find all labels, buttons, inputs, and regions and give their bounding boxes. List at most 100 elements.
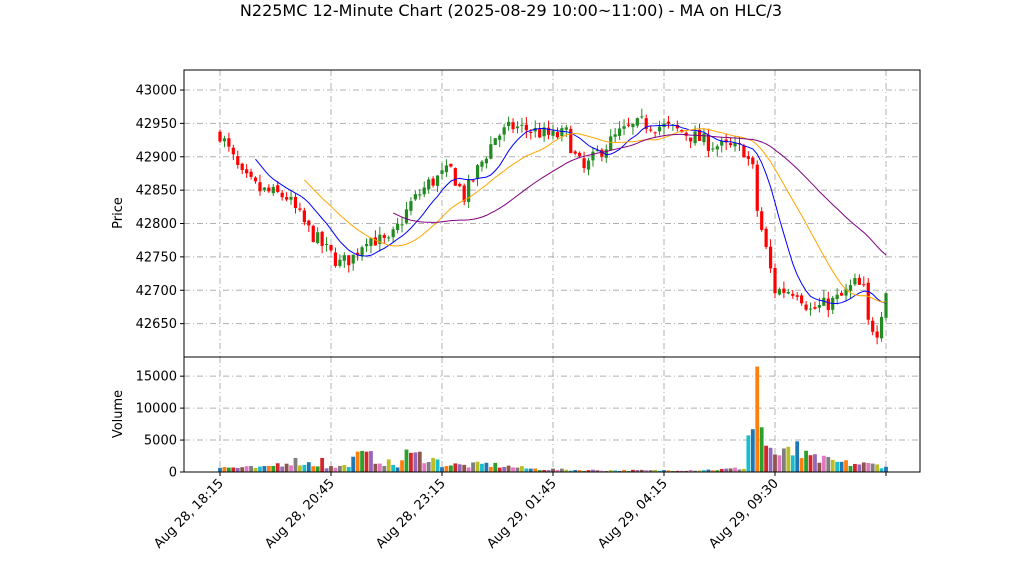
candle-body: [387, 237, 391, 239]
volume-bar: [355, 451, 360, 472]
volume-axes-frame: [183, 356, 921, 473]
candle-body: [413, 194, 417, 200]
volume-bar: [662, 470, 666, 472]
candle-body: [475, 165, 480, 179]
volume-bar: [422, 463, 427, 472]
volume-bar: [790, 455, 795, 472]
candle-body: [884, 293, 888, 318]
volume-bar: [724, 468, 729, 472]
candle-body: [338, 259, 342, 266]
volume-bar: [404, 449, 409, 472]
volume-bar: [546, 470, 551, 472]
volume-bar: [759, 427, 764, 472]
candle-body: [276, 185, 280, 192]
volume-bar: [329, 466, 333, 472]
candle-body: [760, 211, 764, 230]
volume-bar: [808, 455, 813, 472]
volume-bar: [830, 459, 835, 472]
candle-body: [848, 285, 853, 291]
candle-body: [817, 304, 821, 308]
volume-bar: [440, 467, 444, 472]
price-tick-label: 43000: [136, 84, 177, 99]
candle-body: [640, 116, 644, 118]
volume-bar: [284, 463, 289, 472]
volume-bar: [280, 466, 285, 472]
volume-bar: [742, 468, 746, 472]
candle-body: [835, 294, 839, 300]
volume-bar: [861, 462, 866, 472]
candle-body: [511, 122, 515, 130]
volume-bar: [457, 464, 462, 472]
candle-body: [351, 254, 355, 264]
volume-bar: [750, 429, 755, 472]
candle-body: [582, 158, 586, 169]
candle-body: [422, 187, 426, 195]
volume-bar: [306, 462, 311, 472]
candle-body: [227, 138, 231, 147]
candle-body: [253, 177, 258, 182]
candle-body: [693, 131, 697, 144]
volume-bar: [537, 470, 542, 472]
volume-bar: [764, 445, 769, 472]
chart-title: N225MC 12-Minute Chart (2025-08-29 10:00…: [240, 1, 782, 20]
candle-body: [822, 297, 826, 306]
candle-body: [657, 126, 662, 132]
price-panel: 42650 42700 42750 42800 42850 42900 42950 43000: [136, 69, 921, 358]
candle-body: [458, 183, 462, 187]
volume-bar: [702, 470, 706, 472]
volume-bar: [377, 463, 382, 472]
volume-bar: [369, 451, 373, 472]
candle-body: [280, 192, 284, 198]
volume-bar: [480, 463, 484, 472]
candle-body: [751, 157, 755, 165]
volume-bar: [417, 451, 422, 472]
volume-bar: [573, 470, 578, 472]
volume-bar: [591, 469, 595, 472]
candle-body: [764, 228, 768, 247]
volume-bar: [444, 466, 449, 472]
candle-body: [462, 185, 466, 202]
volume-bar: [595, 470, 600, 472]
candle-body: [613, 134, 617, 137]
candle-body: [364, 244, 369, 247]
volume-bar: [346, 467, 351, 472]
volume-bar: [773, 454, 777, 472]
candle-body: [311, 225, 315, 242]
volume-bar: [768, 447, 773, 472]
volume-tick-label: 10000: [136, 402, 177, 417]
volume-bar: [431, 457, 436, 472]
volume-bar: [271, 465, 276, 472]
volume-bar: [488, 466, 493, 472]
volume-bar: [804, 450, 808, 472]
volume-panel: 0 5000 10000 15000 Aug 28, 18:15 Aug 28, 20:4…: [136, 356, 921, 552]
volume-bar: [666, 470, 671, 472]
volume-bar: [462, 464, 467, 472]
volume-bar: [448, 465, 453, 472]
candle-body: [329, 244, 333, 251]
price-axes-frame: [183, 69, 921, 358]
volume-bar: [337, 465, 342, 472]
candle-body: [768, 246, 773, 269]
candle-body: [675, 124, 679, 129]
price-tick-label: 42850: [136, 184, 177, 199]
candle-body: [231, 147, 235, 155]
candle-body: [618, 128, 622, 136]
candle-body: [804, 304, 808, 310]
candle-body: [595, 150, 599, 152]
candle-body: [418, 194, 422, 196]
candle-body: [285, 197, 289, 200]
volume-bar: [351, 456, 356, 472]
volume-bar: [253, 467, 258, 472]
volume-bar: [879, 468, 884, 472]
volume-bar: [826, 456, 831, 472]
volume-bar: [240, 467, 245, 472]
candle-body: [711, 148, 715, 150]
volume-bar: [777, 455, 782, 472]
candle-body: [573, 151, 577, 154]
volume-bar: [533, 468, 538, 472]
candle-body: [560, 128, 564, 137]
candle-body: [591, 151, 595, 161]
volume-bar: [715, 470, 720, 472]
candle-body: [449, 163, 453, 167]
volume-bar: [559, 468, 564, 472]
